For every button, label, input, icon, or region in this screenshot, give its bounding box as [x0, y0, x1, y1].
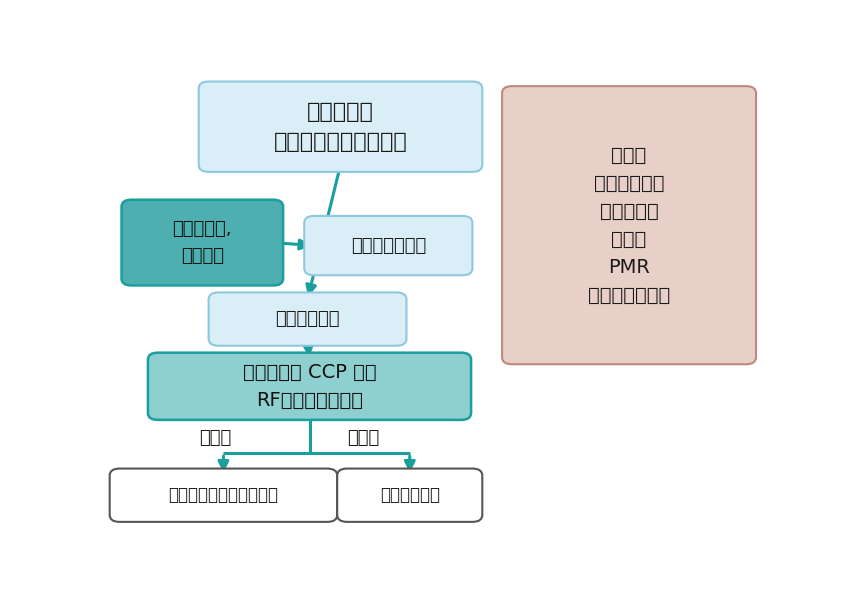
- Text: （－）: （－）: [347, 429, 380, 447]
- Text: 持続性・びらん性関節炎: 持続性・びらん性関節炎: [168, 486, 278, 504]
- FancyBboxPatch shape: [337, 468, 483, 522]
- FancyBboxPatch shape: [148, 353, 471, 420]
- Text: 一過性関節炎: 一過性関節炎: [380, 486, 440, 504]
- FancyBboxPatch shape: [122, 200, 283, 285]
- FancyBboxPatch shape: [502, 86, 756, 364]
- FancyBboxPatch shape: [208, 293, 407, 346]
- Text: 早期関節炎
腫脹・疼痛・こわばり: 早期関節炎 腫脹・疼痛・こわばり: [274, 102, 408, 152]
- Text: 病歴，検査,
身体所見: 病歴，検査, 身体所見: [173, 220, 232, 265]
- Text: 感染症
反応性関節炎
脊椎関節炎
膠原病
PMR
結晶誘発関節炎: 感染症 反応性関節炎 脊椎関節炎 膠原病 PMR 結晶誘発関節炎: [588, 146, 671, 305]
- FancyBboxPatch shape: [304, 216, 472, 275]
- FancyBboxPatch shape: [110, 468, 337, 522]
- Text: （＋）: （＋）: [199, 429, 231, 447]
- Text: 未分化関節炎: 未分化関節炎: [275, 310, 340, 328]
- FancyBboxPatch shape: [199, 81, 483, 172]
- Text: 関節炎（確定）: 関節炎（確定）: [351, 237, 426, 255]
- Text: びらん・抗 CCP 抗体
RF・高疾患活動性: びらん・抗 CCP 抗体 RF・高疾患活動性: [243, 363, 376, 410]
